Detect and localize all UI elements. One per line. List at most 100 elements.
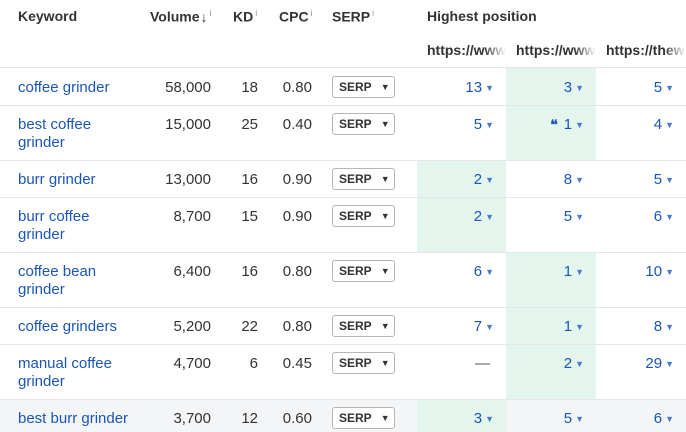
- position-value[interactable]: 5 ▼: [506, 208, 584, 225]
- info-icon[interactable]: i: [372, 8, 375, 18]
- position-number: 29: [645, 355, 663, 372]
- keyword-link[interactable]: manual coffee grinder: [18, 355, 112, 390]
- column-header-cpc[interactable]: CPC i: [279, 8, 313, 25]
- position-value[interactable]: 5 ▼: [596, 79, 674, 96]
- serp-button[interactable]: SERP ▼: [332, 260, 395, 282]
- position-number: 5: [563, 208, 573, 225]
- keyword-link[interactable]: burr coffee grinder: [18, 208, 90, 243]
- caret-down-icon: ▼: [485, 267, 494, 277]
- keyword-link[interactable]: best coffee grinder: [18, 116, 92, 151]
- caret-down-icon: ▼: [380, 358, 390, 368]
- serp-button-label: SERP: [339, 264, 372, 278]
- cpc-value: 0.90: [282, 171, 312, 188]
- position-number: 2: [563, 355, 573, 372]
- column-header-highest-position: Highest position: [427, 8, 537, 24]
- position-value[interactable]: 8 ▼: [596, 318, 674, 335]
- best-position-highlight: [506, 344, 596, 399]
- url-column-header-2[interactable]: https://www: [516, 42, 596, 58]
- caret-down-icon: ▼: [665, 322, 674, 332]
- position-number: 10: [645, 263, 663, 280]
- serp-button[interactable]: SERP ▼: [332, 113, 395, 135]
- caret-down-icon: ▼: [665, 414, 674, 424]
- position-value[interactable]: 8 ▼: [506, 171, 584, 188]
- column-header-kd[interactable]: KD i: [233, 8, 258, 25]
- volume-value: 58,000: [165, 79, 211, 96]
- position-value[interactable]: 7 ▼: [417, 318, 494, 335]
- position-number: 8: [653, 318, 663, 335]
- keyword-link[interactable]: best burr grinder: [18, 410, 129, 427]
- serp-button[interactable]: SERP ▼: [332, 205, 395, 227]
- position-value[interactable]: 6 ▼: [596, 208, 674, 225]
- kd-value: 16: [241, 171, 258, 188]
- caret-down-icon: ▼: [485, 175, 494, 185]
- url-column-header-3[interactable]: https://thew: [606, 42, 686, 58]
- serp-button-label: SERP: [339, 319, 372, 333]
- cpc-value: 0.80: [282, 318, 312, 335]
- url-column-header-1[interactable]: https://www: [427, 42, 506, 58]
- serp-button[interactable]: SERP ▼: [332, 168, 395, 190]
- caret-down-icon: ▼: [575, 120, 584, 130]
- position-empty: —: [417, 355, 490, 372]
- info-icon[interactable]: i: [255, 8, 258, 18]
- position-number: 1: [563, 263, 573, 280]
- info-icon[interactable]: i: [310, 8, 313, 18]
- position-number: 3: [563, 79, 573, 96]
- position-value[interactable]: 2 ▼: [417, 171, 494, 188]
- caret-down-icon: ▼: [380, 211, 390, 221]
- column-header-keyword[interactable]: Keyword: [18, 8, 78, 24]
- position-value[interactable]: 29 ▼: [596, 355, 674, 372]
- position-value[interactable]: 6 ▼: [417, 263, 494, 280]
- position-value[interactable]: 13 ▼: [417, 79, 494, 96]
- cpc-value: 0.45: [282, 355, 312, 372]
- serp-button[interactable]: SERP ▼: [332, 76, 395, 98]
- caret-down-icon: ▼: [665, 267, 674, 277]
- serp-button[interactable]: SERP ▼: [332, 352, 395, 374]
- sort-descending-icon: ↓: [200, 8, 208, 25]
- kd-value: 16: [241, 263, 258, 280]
- keyword-link[interactable]: coffee grinder: [18, 79, 110, 96]
- serp-button[interactable]: SERP ▼: [332, 315, 395, 337]
- caret-down-icon: ▼: [575, 83, 584, 93]
- row-divider: [0, 252, 686, 253]
- position-number: 5: [653, 171, 663, 188]
- keyword-link[interactable]: coffee bean grinder: [18, 263, 97, 298]
- position-value[interactable]: 1 ▼: [506, 318, 584, 335]
- caret-down-icon: ▼: [575, 175, 584, 185]
- cpc-value: 0.80: [282, 263, 312, 280]
- caret-down-icon: ▼: [575, 212, 584, 222]
- kd-value: 15: [241, 208, 258, 225]
- best-position-highlight: [506, 307, 596, 344]
- position-value[interactable]: 3 ▼: [506, 79, 584, 96]
- keyword-link[interactable]: burr grinder: [18, 171, 96, 188]
- column-header-serp[interactable]: SERP i: [332, 8, 375, 25]
- caret-down-icon: ▼: [575, 267, 584, 277]
- header-divider: [0, 67, 686, 68]
- serp-button[interactable]: SERP ▼: [332, 407, 395, 429]
- position-value[interactable]: 5 ▼: [596, 171, 674, 188]
- best-position-highlight: [506, 252, 596, 307]
- best-position-highlight: [506, 105, 596, 160]
- volume-value: 15,000: [165, 116, 211, 133]
- best-position-highlight: [506, 68, 596, 105]
- caret-down-icon: ▼: [665, 359, 674, 369]
- position-value[interactable]: 4 ▼: [596, 116, 674, 133]
- position-number: 13: [465, 79, 483, 96]
- position-value[interactable]: 5 ▼: [506, 410, 584, 427]
- position-value[interactable]: 10 ▼: [596, 263, 674, 280]
- position-value[interactable]: 5 ▼: [417, 116, 494, 133]
- caret-down-icon: ▼: [485, 120, 494, 130]
- position-number: 3: [473, 410, 483, 427]
- row-divider: [0, 344, 686, 345]
- position-value[interactable]: ❛❛ 1 ▼: [506, 116, 584, 133]
- position-value[interactable]: 3 ▼: [417, 410, 494, 427]
- column-header-volume[interactable]: Volume↓ i: [150, 8, 212, 25]
- keyword-link[interactable]: coffee grinders: [18, 318, 117, 335]
- kd-value: 18: [241, 79, 258, 96]
- position-value[interactable]: 6 ▼: [596, 410, 674, 427]
- info-icon[interactable]: i: [209, 8, 212, 18]
- position-value[interactable]: 2 ▼: [506, 355, 584, 372]
- position-value[interactable]: 2 ▼: [417, 208, 494, 225]
- caret-down-icon: ▼: [665, 175, 674, 185]
- caret-down-icon: ▼: [380, 82, 390, 92]
- position-value[interactable]: 1 ▼: [506, 263, 584, 280]
